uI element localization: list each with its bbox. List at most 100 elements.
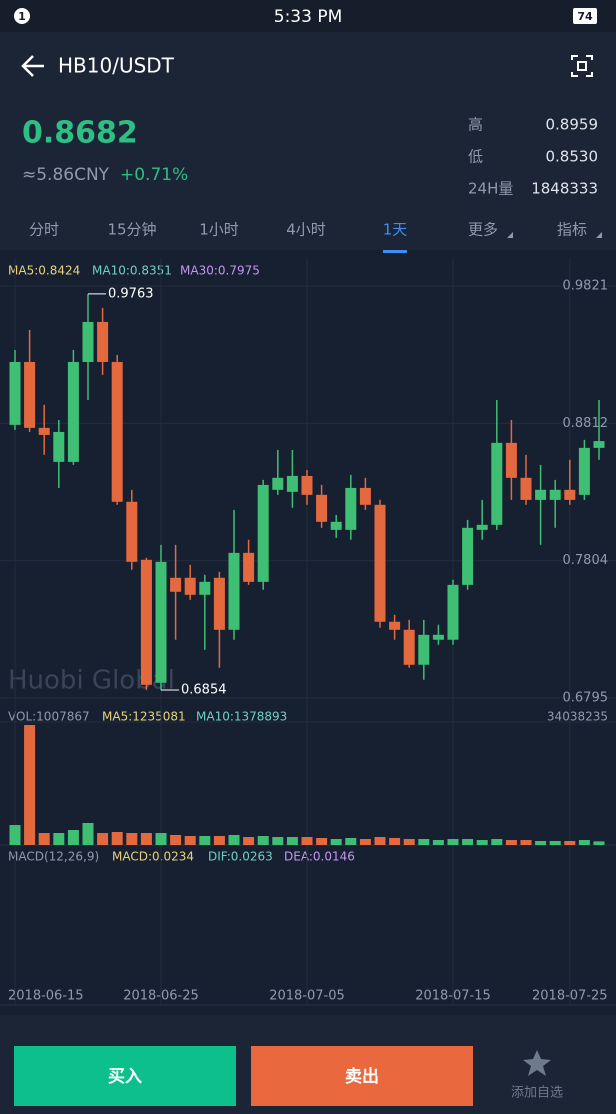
change-percent: +0.71% <box>120 165 188 185</box>
volume-bar <box>447 839 459 845</box>
low-label: 低 <box>468 148 483 166</box>
candle-body <box>389 621 401 630</box>
candle-body <box>403 629 415 665</box>
candle-body <box>476 524 488 530</box>
candle-body <box>593 441 605 448</box>
dropdown-indicator <box>507 232 513 238</box>
macd-label: MACD:0.0234 <box>112 850 194 864</box>
dropdown-indicator <box>596 232 602 238</box>
vol-ma5-label: MA5:1235081 <box>102 710 186 724</box>
vol-ma10-label: MA10:1378893 <box>196 710 287 724</box>
timeframe-tab[interactable]: 更多 <box>468 221 498 239</box>
sell-label: 卖出 <box>345 1066 379 1087</box>
volume-bar <box>374 837 386 845</box>
volume-bar <box>491 839 503 845</box>
volume-bar <box>316 837 328 845</box>
candle-body <box>432 634 444 640</box>
candle-body <box>535 489 547 500</box>
volume-value: 1848333 <box>531 180 598 198</box>
candle-body <box>199 581 211 595</box>
timeframe-tab[interactable]: 分时 <box>29 221 59 239</box>
volume-bar <box>345 837 357 845</box>
timeframe-tab[interactable]: 15分钟 <box>107 221 156 239</box>
candle-body <box>564 489 576 500</box>
y-tick-label: 34038235 <box>547 710 608 724</box>
fullscreen-button[interactable] <box>571 55 593 77</box>
candle-body <box>111 361 123 502</box>
back-button[interactable] <box>21 55 44 77</box>
volume-bar <box>140 833 152 845</box>
candle-body <box>374 504 386 622</box>
volume-bar <box>53 833 65 845</box>
buy-button[interactable] <box>14 1046 236 1106</box>
volume-bar <box>535 840 547 845</box>
volume-bar <box>82 822 94 845</box>
favorite-button[interactable] <box>523 1050 551 1076</box>
battery-level: 74 <box>577 10 593 23</box>
sell-button[interactable] <box>251 1046 473 1106</box>
vol-label: VOL:1007867 <box>8 710 90 724</box>
volume-bar <box>9 825 21 845</box>
y-tick-label: 0.8812 <box>563 416 609 431</box>
candle-body <box>155 561 167 683</box>
x-tick-label: 2018-07-25 <box>532 989 608 1004</box>
status-bar <box>0 0 616 32</box>
candle-body <box>447 584 459 640</box>
candle-body <box>9 361 21 425</box>
active-tab-underline <box>383 250 407 253</box>
volume-bar <box>272 837 284 845</box>
volume-label: 24H量 <box>468 180 513 198</box>
candle-body <box>38 427 50 435</box>
notification-icon <box>14 8 30 24</box>
candle-body <box>184 577 196 595</box>
volume-bar <box>462 839 474 845</box>
volume-bar <box>155 833 167 845</box>
dea-label: DEA:0.0146 <box>284 850 355 864</box>
header-bg <box>0 0 616 250</box>
x-tick-label: 2018-07-05 <box>269 989 345 1004</box>
buy-label: 买入 <box>108 1067 142 1087</box>
y-tick-label: 0.7804 <box>563 553 609 568</box>
volume-bar <box>520 840 532 845</box>
volume-bar <box>243 837 255 845</box>
timeframe-tab[interactable]: 1天 <box>383 221 408 239</box>
timeframe-tab[interactable]: 1小时 <box>199 221 239 239</box>
pair-title: HB10/USDT <box>58 54 175 78</box>
high-label: 高 <box>468 116 483 134</box>
candle-body <box>578 447 590 495</box>
timeframe-tab[interactable]: 4小时 <box>286 221 326 239</box>
last-price: 0.8682 <box>22 116 138 151</box>
volume-bar <box>330 839 342 845</box>
candle-body <box>257 484 269 582</box>
candle-body <box>272 477 284 490</box>
volume-bar <box>578 840 590 845</box>
candle-body <box>286 475 298 492</box>
volume-bar <box>505 840 517 845</box>
high-annotation: 0.9763 <box>108 286 154 301</box>
candle-body <box>418 634 430 665</box>
volume-bar <box>257 836 269 845</box>
y-tick-label: 0.6795 <box>563 691 609 706</box>
volume-bar <box>184 836 196 845</box>
timeframe-tab[interactable]: 指标 <box>557 221 587 239</box>
candle-body <box>316 494 328 522</box>
volume-bar <box>549 840 561 845</box>
volume-bar <box>111 831 123 845</box>
volume-bar <box>403 839 415 845</box>
candle-body <box>24 361 36 428</box>
volume-bar <box>213 836 225 845</box>
fullscreen-icon <box>577 61 587 71</box>
volume-bar <box>432 840 444 845</box>
candle-body <box>53 431 65 462</box>
volume-bar <box>199 836 211 845</box>
candle-body <box>520 477 532 500</box>
clock: 5:33 PM <box>274 7 343 27</box>
volume-bar <box>564 840 576 845</box>
candle-body <box>170 577 182 592</box>
volume-bar <box>476 840 488 845</box>
candle-body <box>505 442 517 478</box>
y-tick-label: 0.9821 <box>563 279 609 294</box>
ma5-label: MA5:0.8424 <box>8 264 80 278</box>
volume-bar <box>97 833 109 845</box>
